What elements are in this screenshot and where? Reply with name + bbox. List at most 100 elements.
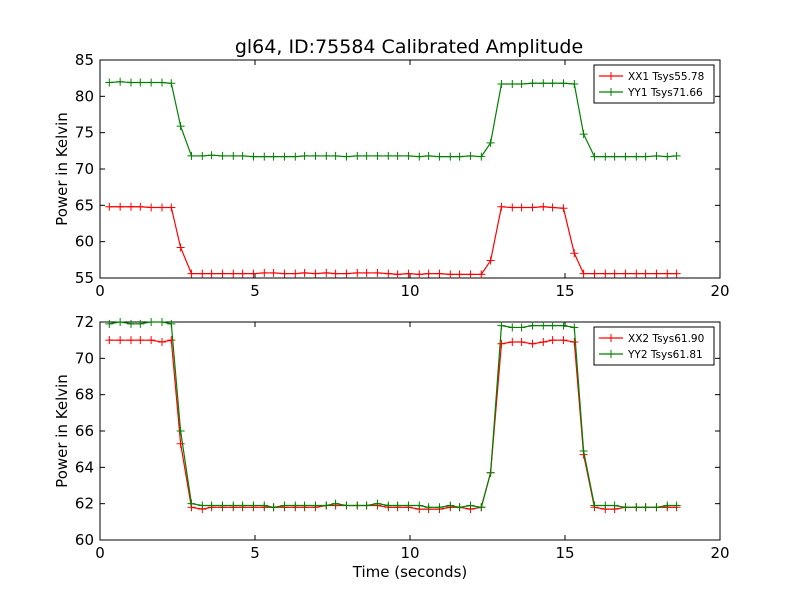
data-point-marker — [570, 323, 579, 332]
data-point-marker — [158, 318, 166, 326]
data-point-marker — [415, 501, 424, 510]
data-point-marker — [167, 79, 176, 88]
data-point-marker — [466, 270, 475, 279]
data-point-marker — [280, 152, 289, 161]
x-axis-label: Time (seconds) — [352, 563, 468, 581]
y-tick-label: 55 — [75, 269, 94, 287]
data-point-marker — [127, 202, 135, 211]
data-point-marker — [579, 269, 588, 278]
data-point-marker — [198, 269, 207, 278]
data-point-marker — [105, 336, 114, 345]
data-point-marker — [455, 270, 464, 279]
data-point-marker — [373, 499, 382, 508]
data-point-marker — [404, 151, 413, 160]
data-point-marker — [579, 446, 588, 455]
x-tick-label: 20 — [710, 282, 729, 300]
data-point-marker — [579, 130, 588, 139]
y-tick-label: 68 — [75, 386, 94, 404]
data-point-marker — [446, 152, 455, 161]
data-point-marker — [497, 202, 506, 211]
data-point-marker — [331, 151, 340, 160]
data-point-marker — [116, 318, 125, 326]
legend-marker — [607, 334, 615, 342]
data-point-marker — [291, 152, 300, 161]
legend-marker — [607, 72, 615, 80]
data-point-marker — [384, 269, 393, 278]
data-point-marker — [147, 336, 156, 345]
data-point-marker — [415, 270, 424, 279]
data-point-marker — [570, 337, 579, 346]
data-point-marker — [435, 503, 444, 512]
data-point-marker — [486, 468, 495, 477]
data-point-marker — [652, 503, 661, 512]
data-point-marker — [539, 79, 548, 88]
data-point-marker — [260, 501, 269, 510]
data-point-marker — [570, 79, 579, 88]
data-point-marker — [446, 270, 455, 279]
data-point-marker — [218, 151, 227, 160]
data-point-marker — [384, 501, 393, 510]
data-point-marker — [384, 151, 393, 160]
series-line-yy2 — [105, 318, 681, 512]
data-point-marker — [539, 202, 548, 211]
data-point-marker — [559, 336, 568, 345]
x-tick-label: 0 — [95, 282, 105, 300]
y-tick-label: 66 — [75, 422, 94, 440]
data-point-marker — [116, 77, 125, 86]
data-point-marker — [311, 269, 320, 278]
y-tick-label: 70 — [75, 349, 94, 367]
data-point-marker — [621, 152, 630, 161]
data-point-marker — [249, 152, 258, 161]
data-point-marker — [331, 499, 340, 508]
data-point-marker — [435, 152, 444, 161]
data-point-marker — [517, 203, 526, 212]
data-point-marker — [446, 501, 455, 510]
data-point-marker — [105, 319, 114, 328]
data-point-marker — [477, 270, 486, 279]
data-point-marker — [424, 503, 433, 512]
data-point-marker — [610, 501, 619, 510]
data-point-marker — [559, 204, 568, 213]
data-point-marker — [127, 319, 135, 328]
data-point-marker — [570, 249, 579, 258]
data-point-marker — [147, 78, 156, 87]
data-point-marker — [559, 321, 568, 330]
y-tick-label: 60 — [75, 233, 94, 251]
data-point-marker — [238, 269, 247, 278]
legend-label: XX1 Tsys55.78 — [628, 71, 704, 83]
data-point-marker — [127, 78, 135, 87]
data-point-marker — [322, 501, 331, 510]
data-point-marker — [497, 321, 506, 330]
data-point-marker — [528, 339, 537, 348]
y-tick-label: 85 — [75, 51, 94, 69]
data-point-marker — [393, 151, 402, 160]
legend-label: XX2 Tsys61.90 — [628, 333, 704, 345]
data-point-marker — [238, 501, 247, 510]
data-point-marker — [652, 269, 661, 278]
data-point-marker — [136, 319, 145, 328]
data-point-marker — [508, 337, 517, 346]
x-tick-label: 20 — [710, 544, 729, 562]
data-point-marker — [342, 501, 351, 510]
data-point-marker — [280, 501, 289, 510]
data-point-marker — [353, 268, 362, 277]
data-point-marker — [218, 501, 227, 510]
data-point-marker — [548, 321, 557, 330]
legend-marker — [607, 350, 615, 358]
data-point-marker — [610, 269, 619, 278]
data-point-marker — [477, 152, 486, 161]
data-point-marker — [663, 269, 672, 278]
data-point-marker — [269, 503, 278, 512]
x-tick-label: 15 — [555, 282, 574, 300]
data-point-marker — [300, 268, 309, 277]
x-tick-label: 0 — [95, 544, 105, 562]
data-point-marker — [249, 501, 258, 510]
data-point-marker — [548, 336, 557, 345]
data-point-marker — [663, 152, 672, 161]
x-tick-label: 10 — [400, 282, 419, 300]
data-point-marker — [393, 270, 402, 279]
data-point-marker — [311, 501, 320, 510]
data-point-marker — [136, 202, 145, 211]
data-point-marker — [187, 499, 196, 508]
